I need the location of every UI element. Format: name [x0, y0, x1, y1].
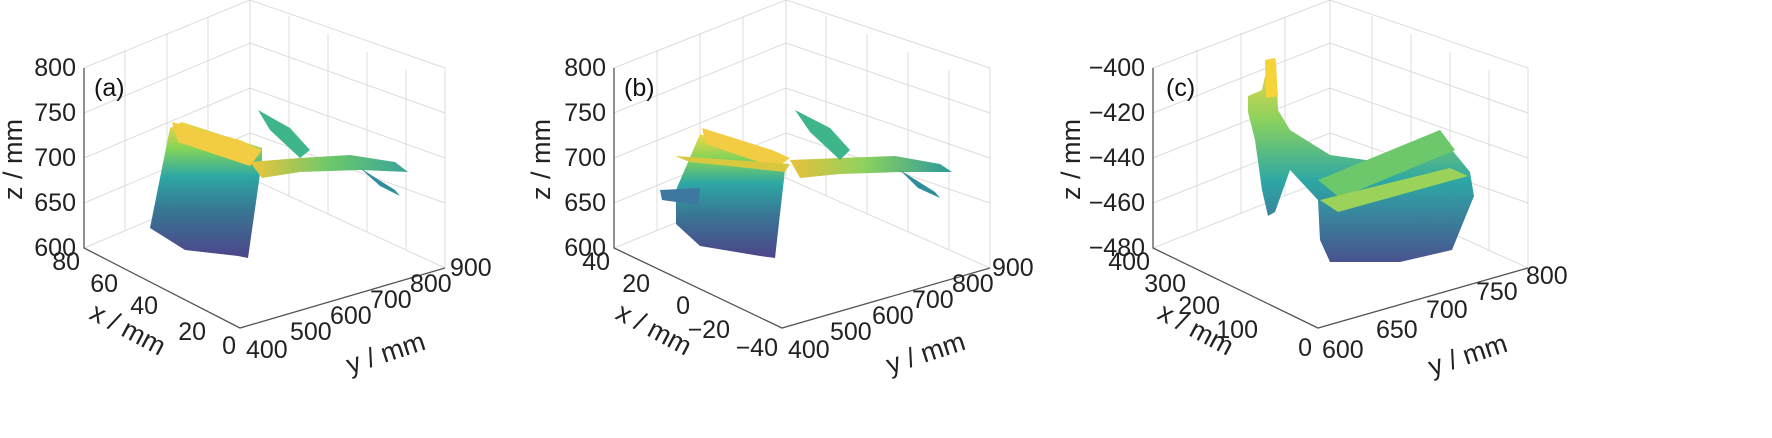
z-tick: 750	[564, 99, 606, 127]
x-tick: 0	[1298, 334, 1312, 362]
y-tick: 800	[952, 270, 994, 298]
x-tick: 40	[130, 292, 158, 320]
z-tick: 800	[34, 54, 76, 82]
x-tick: 20	[622, 270, 650, 298]
x-tick: 100	[1216, 316, 1258, 344]
y-axis-a: 400 500 600 700 800 900 y / mm	[246, 254, 492, 380]
x-axis-c: 0 100 200 300 400 x / mm	[1108, 248, 1312, 362]
z-tick: 700	[564, 144, 606, 172]
surface-c	[1248, 58, 1474, 262]
y-tick: 400	[788, 336, 830, 364]
x-tick: 80	[52, 248, 80, 276]
x-tick: −40	[736, 334, 778, 362]
z-tick: −400	[1089, 54, 1145, 82]
y-tick: 400	[246, 336, 288, 364]
z-axis-b: 800 750 700 650 600 z / mm	[526, 54, 606, 262]
axes-box-a	[83, 0, 446, 329]
surface-b	[660, 110, 952, 258]
z-tick: −420	[1089, 99, 1145, 127]
z-tick: −460	[1089, 189, 1145, 217]
x-axis-a: 0 20 40 60 80 x / mm	[52, 248, 236, 361]
y-axis-b: 400 500 600 700 800 900 y / mm	[788, 254, 1034, 380]
z-axis-a: 800 750 700 650 600 z / mm	[0, 54, 76, 262]
z-axis-label: z / mm	[1056, 119, 1086, 200]
y-tick: 800	[410, 270, 452, 298]
z-tick: 700	[34, 144, 76, 172]
y-tick: 700	[1426, 296, 1468, 324]
panel-c: −400 −420 −440 −460 −480 z / mm 0 100 20…	[1056, 0, 1568, 382]
x-tick: 20	[178, 318, 206, 346]
y-tick: 900	[450, 254, 492, 282]
x-tick: 300	[1144, 270, 1186, 298]
panel-a: 800 750 700 650 600 z / mm 0 20 40 60 80…	[0, 0, 492, 380]
y-tick: 600	[330, 302, 372, 330]
z-tick: 800	[564, 54, 606, 82]
y-tick: 700	[370, 286, 412, 314]
z-tick: −480	[1089, 234, 1145, 262]
z-axis-label: z / mm	[0, 119, 28, 200]
z-tick: 600	[564, 234, 606, 262]
z-tick: 650	[34, 189, 76, 217]
y-tick: 500	[290, 318, 332, 346]
y-tick: 700	[912, 286, 954, 314]
y-tick: 650	[1376, 316, 1418, 344]
z-axis-label: z / mm	[526, 119, 556, 200]
y-tick: 800	[1526, 262, 1568, 290]
y-tick: 600	[1322, 336, 1364, 364]
y-axis-label: y / mm	[883, 326, 969, 380]
panel-label-c: (c)	[1166, 74, 1195, 102]
z-tick: 600	[34, 234, 76, 262]
y-tick: 600	[872, 302, 914, 330]
z-tick: 650	[564, 189, 606, 217]
axes-box-b	[613, 0, 991, 329]
x-tick: 0	[222, 332, 236, 360]
y-axis-label: y / mm	[1425, 328, 1511, 382]
y-axis-label: y / mm	[343, 326, 429, 380]
panel-b: 800 750 700 650 600 z / mm −40 −20 0 20 …	[526, 0, 1034, 380]
x-tick: 0	[676, 292, 690, 320]
y-tick: 900	[992, 254, 1034, 282]
x-tick: 400	[1108, 248, 1150, 276]
panel-label-a: (a)	[94, 74, 125, 102]
axes-box-c	[1152, 0, 1529, 329]
z-axis-c: −400 −420 −440 −460 −480 z / mm	[1056, 54, 1145, 262]
z-tick: −440	[1089, 144, 1145, 172]
z-tick: 750	[34, 99, 76, 127]
y-tick: 750	[1476, 278, 1518, 306]
y-tick: 500	[830, 318, 872, 346]
x-tick: −20	[688, 316, 730, 344]
y-axis-c: 600 650 700 750 800 y / mm	[1322, 262, 1568, 382]
x-tick: 60	[90, 270, 118, 298]
x-axis-b: −40 −20 0 20 40 x / mm	[582, 248, 778, 362]
surface-a	[150, 110, 408, 258]
x-tick: 40	[582, 248, 610, 276]
panel-label-b: (b)	[624, 74, 655, 102]
x-tick: 200	[1178, 292, 1220, 320]
